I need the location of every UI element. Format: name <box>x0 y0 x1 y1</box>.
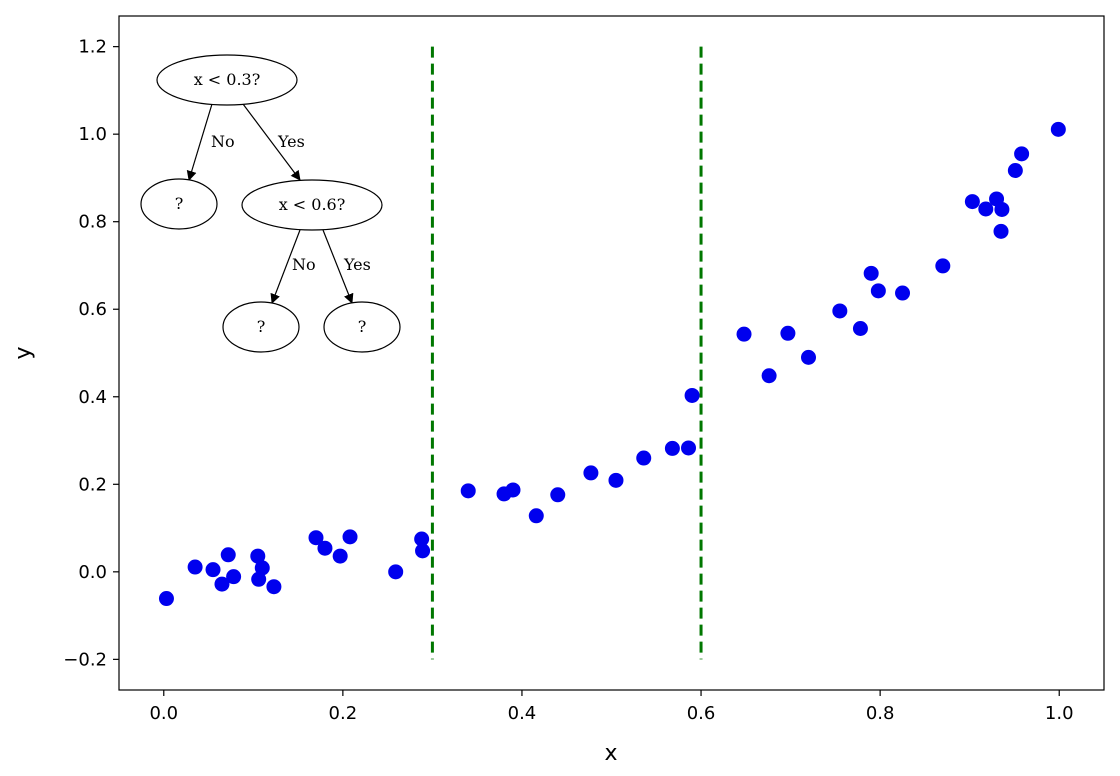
tree-edge-label-root-no: No <box>211 132 235 151</box>
y-tick-label: 0.6 <box>78 299 107 320</box>
data-point <box>388 564 404 580</box>
x-axis-label: x <box>604 741 617 766</box>
data-point <box>317 540 333 556</box>
data-point <box>332 548 348 564</box>
data-point <box>308 530 324 546</box>
tree-node-leaf-left-text: ? <box>175 194 184 213</box>
x-tick-label: 0.2 <box>329 703 358 724</box>
tree-node-root-text: x < 0.3? <box>194 70 261 89</box>
tree-edge-inner-no <box>270 229 301 304</box>
y-tick-label: 1.0 <box>78 124 107 145</box>
tree-node-leaf-right <box>323 301 401 353</box>
data-point <box>415 543 431 559</box>
data-point <box>993 223 1009 239</box>
y-tick-label: 0.8 <box>78 212 107 233</box>
data-point <box>761 368 777 384</box>
y-tick-label: 0.4 <box>78 387 107 408</box>
tree-edge-inner-yes <box>322 229 354 304</box>
data-point <box>214 576 230 592</box>
y-axis-label: y <box>11 346 36 359</box>
y-axis: −0.2 0.0 0.2 0.4 0.6 0.8 1.0 1.2 <box>63 37 119 670</box>
tree-node-leaf-mid <box>222 301 300 353</box>
data-point <box>528 508 544 524</box>
data-point <box>251 571 267 587</box>
data-point <box>342 529 358 545</box>
data-point <box>158 591 174 607</box>
data-point <box>550 487 566 503</box>
tree-node-inner-text: x < 0.6? <box>279 195 346 214</box>
data-point <box>187 559 203 575</box>
data-point <box>266 579 282 595</box>
tree-node-leaf-left <box>140 178 218 230</box>
y-tick-label: 0.0 <box>78 562 107 583</box>
y-tick-label: 0.2 <box>78 474 107 495</box>
data-point <box>895 285 911 301</box>
tree-node-leaf-mid-text: ? <box>257 317 266 336</box>
data-point <box>583 465 599 481</box>
data-point <box>205 562 221 578</box>
x-tick-label: 1.0 <box>1045 703 1074 724</box>
data-point <box>664 440 680 456</box>
y-tick-label: −0.2 <box>63 649 107 670</box>
x-tick-label: 0.6 <box>687 703 716 724</box>
data-point <box>863 265 879 281</box>
data-point <box>964 194 980 210</box>
data-point <box>935 258 951 274</box>
tree-edge-label-root-yes: Yes <box>277 132 305 151</box>
data-point <box>220 547 236 563</box>
data-point <box>832 303 848 319</box>
data-point <box>780 325 796 341</box>
tree-node-inner <box>241 179 383 231</box>
data-point <box>1014 146 1030 162</box>
data-point <box>736 326 752 342</box>
data-point <box>414 531 430 547</box>
data-point <box>684 387 700 403</box>
y-tick-label: 1.2 <box>78 37 107 58</box>
tree-node-leaf-right-text: ? <box>358 317 367 336</box>
data-point <box>608 472 624 488</box>
tree-edge-root-no <box>186 103 213 181</box>
tree-edge-root-yes <box>242 103 301 181</box>
tree-node-root <box>156 54 298 106</box>
data-point <box>978 201 994 217</box>
data-point <box>460 483 476 499</box>
data-point <box>226 569 242 585</box>
plot-frame <box>118 15 1105 691</box>
x-tick-label: 0.8 <box>866 703 895 724</box>
data-point <box>250 548 266 564</box>
plot-area <box>158 46 1066 660</box>
tree-edge-label-inner-yes: Yes <box>343 255 371 274</box>
data-point <box>870 283 886 299</box>
decision-tree-annotation: x < 0.3? ? x < 0.6? ? ? No Yes No Yes <box>140 54 401 353</box>
data-point <box>254 560 270 576</box>
data-point <box>852 320 868 336</box>
x-tick-label: 0.0 <box>149 703 178 724</box>
data-point <box>636 450 652 466</box>
data-point <box>681 440 697 456</box>
data-point <box>1007 162 1023 178</box>
tree-edge-label-inner-no: No <box>292 255 316 274</box>
data-point <box>505 482 521 498</box>
data-point <box>1050 121 1066 137</box>
x-tick-label: 0.4 <box>508 703 537 724</box>
x-axis: 0.0 0.2 0.4 0.6 0.8 1.0 <box>149 690 1074 724</box>
data-point <box>801 349 816 365</box>
data-point <box>994 201 1010 217</box>
